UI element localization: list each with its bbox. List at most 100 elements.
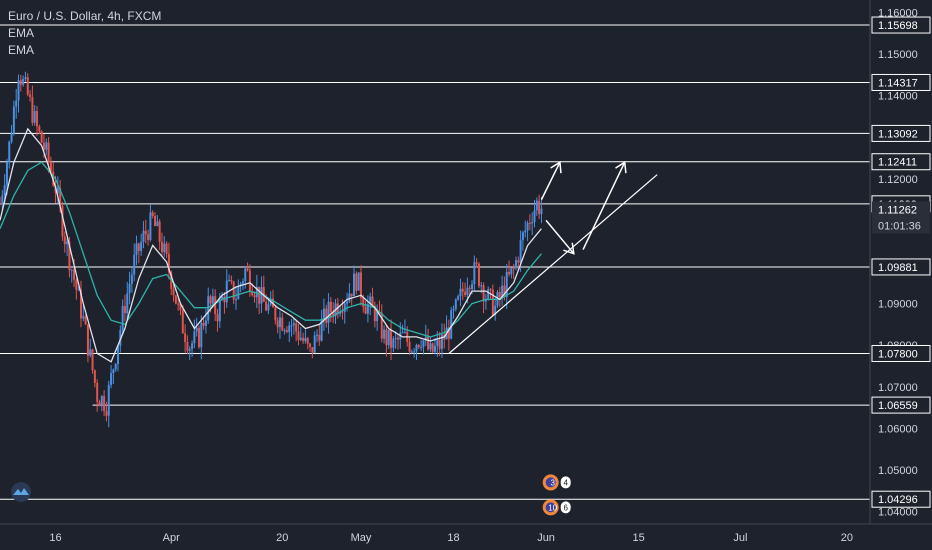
candle-body bbox=[105, 411, 108, 416]
candle-body bbox=[505, 272, 508, 297]
arrow-head-0 bbox=[550, 160, 562, 174]
candle-body bbox=[82, 316, 85, 319]
candle-body bbox=[123, 305, 126, 314]
candle-body bbox=[503, 285, 506, 297]
candle-body bbox=[248, 270, 251, 292]
candle-body bbox=[452, 308, 455, 311]
candle-body bbox=[383, 329, 386, 339]
arrow-head-2 bbox=[615, 160, 627, 174]
candle-body bbox=[191, 343, 194, 350]
candle-body bbox=[93, 370, 96, 383]
candle-body bbox=[68, 241, 71, 271]
candle-body bbox=[0, 203, 1, 205]
candle-body bbox=[181, 310, 184, 334]
candle-body bbox=[126, 293, 129, 314]
candle-body bbox=[5, 162, 8, 186]
ema-indicator-2[interactable]: EMA bbox=[8, 43, 35, 57]
candle-body bbox=[471, 283, 474, 289]
level-label: 1.15698 bbox=[878, 20, 918, 32]
trendline bbox=[448, 174, 658, 354]
candle-body bbox=[487, 289, 490, 299]
candle-body bbox=[89, 349, 92, 356]
candle-body bbox=[42, 142, 45, 150]
candle-body bbox=[265, 301, 268, 311]
candle-body bbox=[251, 291, 254, 296]
candle-body bbox=[313, 335, 316, 353]
candle-body bbox=[59, 187, 62, 206]
price-tick-label: 1.14000 bbox=[878, 91, 918, 103]
candle-body bbox=[410, 351, 413, 353]
price-tick-label: 1.09000 bbox=[878, 299, 918, 311]
candle-body bbox=[466, 287, 469, 295]
candle-body bbox=[84, 316, 87, 325]
candle-body bbox=[394, 338, 397, 340]
candle-body bbox=[311, 347, 314, 353]
candle-body bbox=[278, 317, 281, 328]
candle-body bbox=[209, 296, 212, 304]
current-price-label: 1.11262 bbox=[878, 205, 917, 217]
candle-body bbox=[163, 243, 166, 253]
candle-body bbox=[489, 289, 492, 291]
candle-body bbox=[12, 106, 15, 134]
time-axis[interactable]: 16 Apr 20 May 18 Jun 15 Jul 20 bbox=[49, 532, 853, 544]
candle-body bbox=[246, 268, 249, 271]
level-label: 1.12411 bbox=[878, 157, 917, 169]
candle-body bbox=[144, 230, 147, 235]
candle-body bbox=[459, 288, 462, 297]
arrow-shaft-2 bbox=[582, 161, 626, 250]
event-badges[interactable]: 3 4 10 6 bbox=[542, 474, 571, 516]
horizontal-levels bbox=[0, 24, 870, 500]
candle-body bbox=[110, 373, 113, 385]
candle-body bbox=[341, 311, 344, 313]
candle-body bbox=[290, 325, 293, 327]
candle-body bbox=[318, 334, 321, 341]
level-label-box bbox=[871, 490, 931, 508]
candle-body bbox=[107, 384, 110, 416]
candle-body bbox=[309, 343, 312, 348]
candle-body bbox=[517, 260, 520, 263]
candle-body bbox=[56, 187, 59, 193]
tradingview-logo-icon[interactable] bbox=[8, 482, 34, 502]
candle-body bbox=[373, 305, 376, 322]
candle-body bbox=[158, 221, 161, 242]
event-badge-pill-1 bbox=[560, 501, 571, 514]
time-tick-label: Jun bbox=[537, 532, 555, 544]
candle-body bbox=[438, 340, 441, 349]
candle-body bbox=[434, 345, 436, 352]
candle-body bbox=[75, 279, 78, 290]
candle-body bbox=[533, 210, 536, 223]
candle-body bbox=[306, 338, 309, 344]
ema-indicator-1[interactable]: EMA bbox=[8, 26, 35, 40]
candle-body bbox=[292, 323, 295, 326]
candle-body bbox=[369, 296, 372, 305]
symbol-title[interactable]: Euro / U.S. Dollar, 4h, FXCM bbox=[8, 9, 162, 23]
candle-body bbox=[135, 243, 138, 255]
candle-body bbox=[385, 329, 388, 346]
candle-body bbox=[464, 291, 467, 295]
candle-body bbox=[223, 296, 226, 303]
candle-body bbox=[117, 345, 120, 364]
candle-body bbox=[480, 285, 483, 287]
price-axis[interactable]: 1.160001.150001.140001.130001.120001.110… bbox=[871, 7, 931, 519]
candle-body bbox=[519, 240, 522, 263]
arrow-head-1 bbox=[563, 242, 575, 255]
candle-body bbox=[501, 285, 504, 298]
level-label: 1.13092 bbox=[878, 128, 918, 140]
candle-body bbox=[137, 243, 140, 252]
candle-body bbox=[38, 126, 41, 132]
candle-body bbox=[521, 232, 524, 241]
candle-body bbox=[295, 323, 298, 332]
price-tick-label: 1.07000 bbox=[878, 382, 918, 394]
candle-body bbox=[200, 322, 203, 348]
candle-body bbox=[420, 346, 423, 348]
candle-body bbox=[186, 341, 189, 351]
candle-body bbox=[528, 222, 531, 224]
candle-body bbox=[66, 241, 69, 245]
candle-body bbox=[91, 349, 94, 371]
candle-body bbox=[1, 195, 4, 205]
candle-body bbox=[167, 253, 170, 273]
level-label: 1.04296 bbox=[878, 494, 918, 506]
candle-body bbox=[274, 307, 277, 321]
candle-body bbox=[258, 286, 261, 304]
